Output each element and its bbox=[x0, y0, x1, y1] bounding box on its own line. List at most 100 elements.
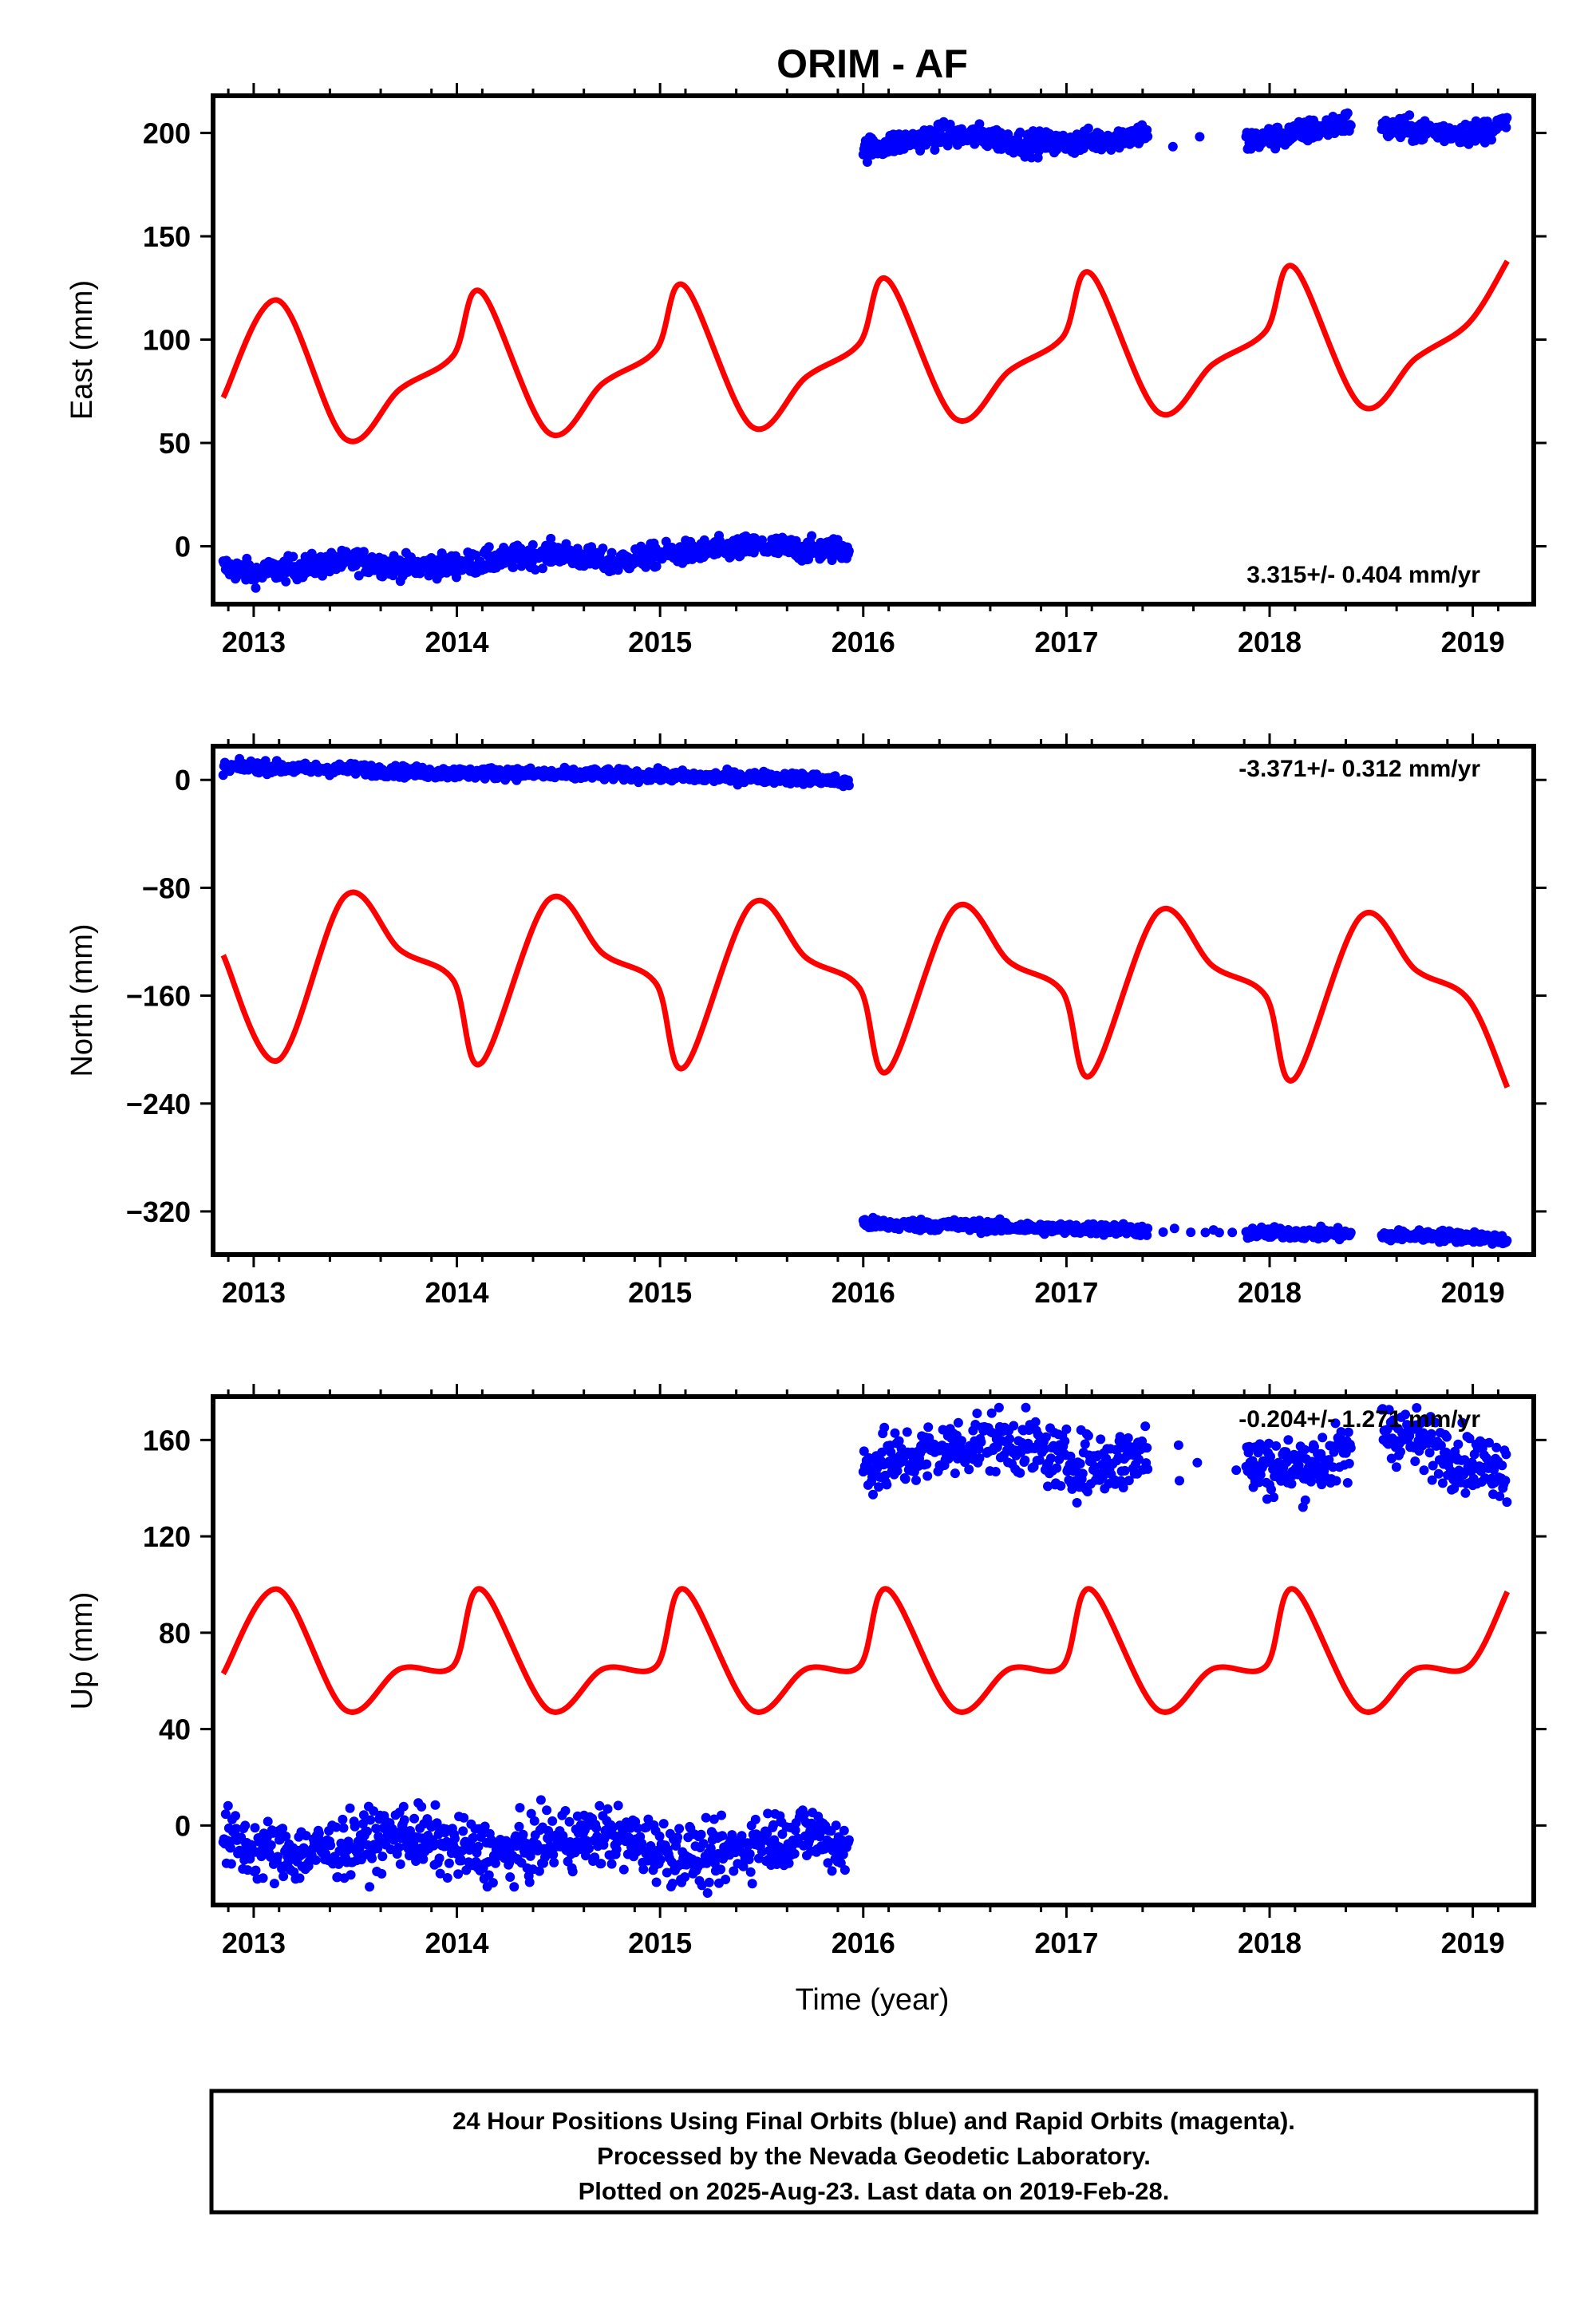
data-point bbox=[546, 533, 556, 543]
data-point bbox=[442, 1873, 452, 1883]
data-point bbox=[409, 1813, 420, 1824]
data-point bbox=[1495, 1491, 1505, 1501]
panel-east: 2013 2014 2015 2016 2017 2018 2019 0 50 100 150 200… bbox=[65, 83, 1547, 658]
y-axis-label: East (mm) bbox=[65, 280, 99, 420]
data-point bbox=[768, 1820, 779, 1830]
data-point bbox=[1077, 1468, 1088, 1479]
data-point bbox=[827, 1866, 837, 1876]
data-point bbox=[874, 1482, 884, 1492]
data-point bbox=[1169, 1223, 1179, 1234]
data-point bbox=[902, 1427, 912, 1437]
x-tick-label: 2016 bbox=[832, 1927, 895, 1959]
data-point bbox=[922, 1459, 932, 1469]
data-point bbox=[538, 563, 547, 574]
data-point bbox=[1500, 1476, 1511, 1486]
data-point bbox=[1034, 1455, 1045, 1465]
data-point bbox=[1118, 1483, 1128, 1492]
data-point bbox=[480, 1821, 490, 1832]
data-point bbox=[518, 1829, 528, 1840]
data-point bbox=[435, 1868, 445, 1879]
data-point bbox=[367, 1853, 377, 1863]
data-point bbox=[1428, 1460, 1438, 1471]
data-point bbox=[807, 531, 817, 541]
data-point bbox=[459, 1812, 469, 1823]
data-point bbox=[226, 1859, 236, 1869]
data-point bbox=[607, 1823, 618, 1832]
data-point bbox=[456, 1856, 467, 1866]
rate-annotation: -3.371+/- 0.312 mm/yr bbox=[1238, 756, 1480, 782]
data-point bbox=[1345, 1443, 1356, 1453]
data-point bbox=[1134, 1454, 1144, 1464]
x-tick-label: 2015 bbox=[628, 1927, 692, 1959]
model-curve bbox=[220, 1586, 1511, 1715]
data-point bbox=[1015, 127, 1025, 137]
data-point bbox=[843, 781, 854, 791]
data-point bbox=[560, 1806, 571, 1816]
data-point bbox=[490, 1858, 500, 1868]
y-tick-label: 160 bbox=[143, 1424, 191, 1456]
y-tick-label: −160 bbox=[126, 980, 191, 1013]
data-point bbox=[1419, 1465, 1429, 1476]
data-point bbox=[763, 1808, 773, 1819]
data-point bbox=[505, 1872, 516, 1882]
data-point bbox=[1457, 1417, 1468, 1428]
data-point bbox=[892, 1466, 903, 1476]
x-tick-label: 2017 bbox=[1034, 1927, 1098, 1959]
x-tick-label: 2019 bbox=[1441, 626, 1505, 658]
data-point bbox=[450, 1833, 460, 1844]
data-points bbox=[218, 108, 1512, 593]
data-point bbox=[717, 1831, 728, 1841]
data-point bbox=[1123, 1433, 1133, 1443]
data-point bbox=[1056, 1480, 1066, 1491]
data-point bbox=[1030, 1417, 1041, 1427]
data-point bbox=[1400, 1409, 1411, 1420]
data-point bbox=[273, 1852, 282, 1862]
data-point bbox=[762, 1828, 772, 1839]
footer-box: 24 Hour Positions Using Final Orbits (bl… bbox=[209, 2089, 1539, 2215]
data-points bbox=[218, 753, 1512, 1249]
data-point bbox=[950, 1468, 960, 1479]
data-point bbox=[542, 1805, 552, 1816]
data-point bbox=[1497, 1460, 1507, 1471]
data-point bbox=[584, 1844, 594, 1854]
data-point bbox=[288, 551, 298, 562]
data-point bbox=[705, 1843, 716, 1853]
x-tick-label: 2018 bbox=[1238, 1276, 1302, 1309]
data-point bbox=[1021, 1402, 1031, 1413]
data-point bbox=[399, 1815, 409, 1825]
data-point bbox=[1459, 1469, 1469, 1480]
data-point bbox=[1433, 1468, 1444, 1479]
x-tick-label: 2015 bbox=[628, 1276, 692, 1309]
data-point bbox=[1080, 1439, 1090, 1449]
data-point bbox=[1214, 1227, 1224, 1238]
data-point bbox=[655, 1855, 666, 1865]
data-point bbox=[638, 1864, 649, 1875]
data-point bbox=[473, 1841, 484, 1852]
data-point bbox=[606, 547, 617, 558]
data-point bbox=[350, 1821, 360, 1832]
data-point bbox=[1061, 1424, 1072, 1434]
data-point bbox=[823, 1858, 833, 1868]
x-axis-label: Time (year) bbox=[796, 1983, 950, 2017]
data-point bbox=[488, 1878, 498, 1888]
data-point bbox=[1310, 1441, 1319, 1452]
data-point bbox=[838, 1849, 848, 1860]
data-point bbox=[365, 1815, 376, 1825]
data-point bbox=[1501, 1449, 1511, 1460]
data-point bbox=[515, 1803, 525, 1813]
data-point bbox=[595, 1800, 605, 1811]
y-tick-label: −80 bbox=[142, 871, 191, 904]
data-point bbox=[567, 1867, 578, 1877]
data-point bbox=[651, 1877, 662, 1887]
data-point bbox=[1175, 1476, 1184, 1486]
data-point bbox=[231, 1811, 240, 1821]
x-tick-label: 2013 bbox=[222, 626, 286, 658]
data-point bbox=[1484, 1437, 1494, 1448]
data-point bbox=[976, 1437, 986, 1447]
data-point bbox=[1200, 1227, 1211, 1238]
data-point bbox=[900, 1474, 911, 1484]
data-point bbox=[777, 1829, 788, 1840]
y-tick-label: 50 bbox=[159, 427, 191, 460]
data-point bbox=[1436, 1441, 1446, 1451]
data-point bbox=[859, 1446, 869, 1456]
